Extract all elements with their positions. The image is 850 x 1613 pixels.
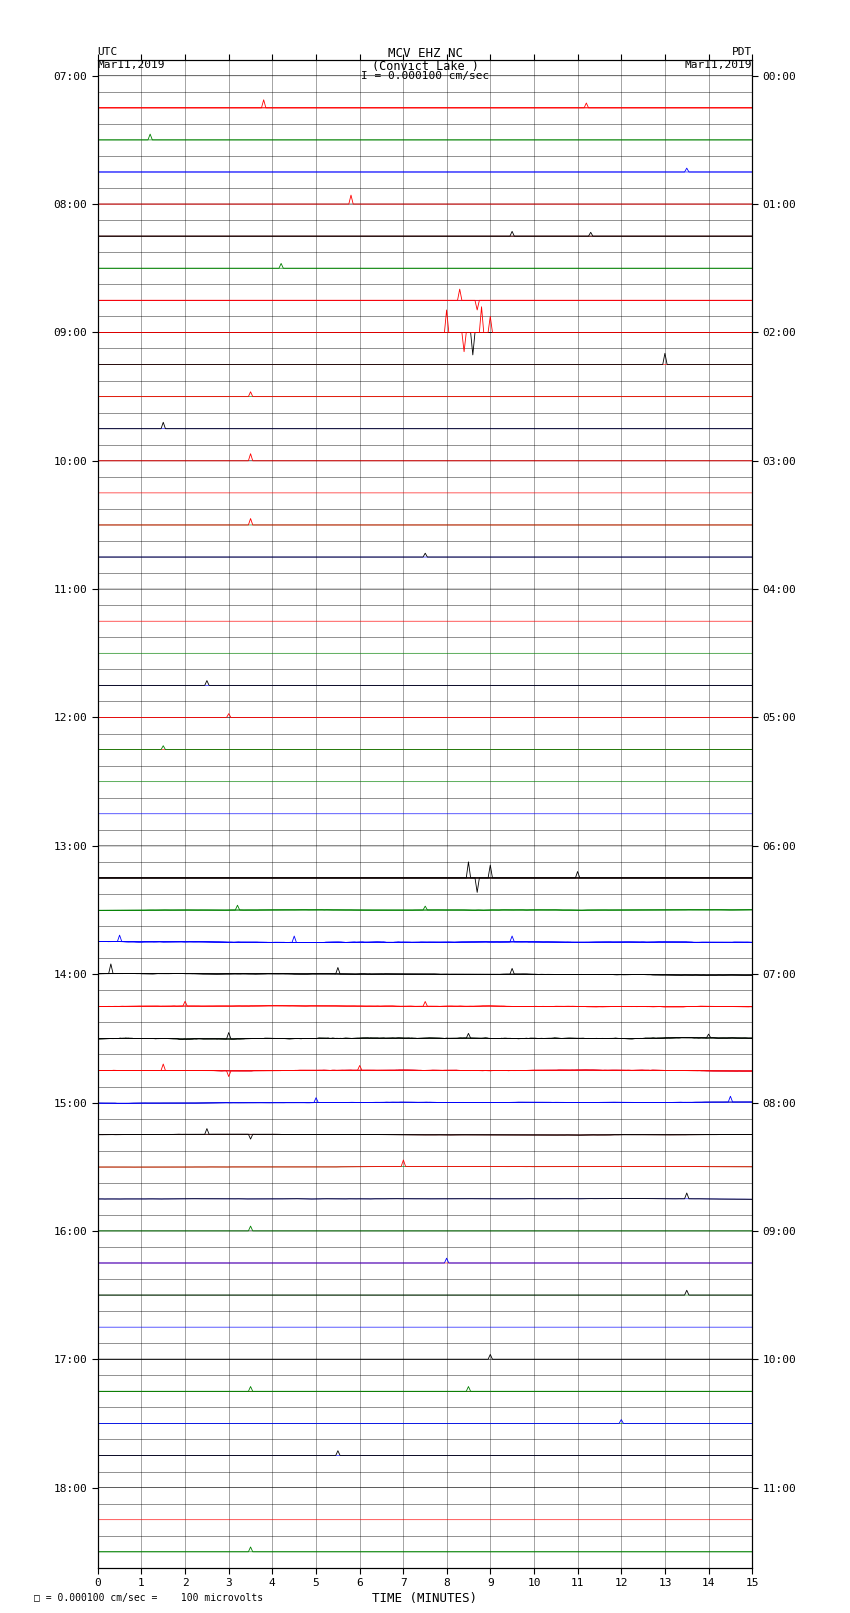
Text: Mar11,2019: Mar11,2019 — [685, 60, 752, 69]
Text: MCV EHZ NC: MCV EHZ NC — [388, 47, 462, 60]
X-axis label: TIME (MINUTES): TIME (MINUTES) — [372, 1592, 478, 1605]
Text: (Convict Lake ): (Convict Lake ) — [371, 60, 479, 73]
Text: □ = 0.000100 cm/sec =    100 microvolts: □ = 0.000100 cm/sec = 100 microvolts — [34, 1594, 264, 1603]
Text: PDT: PDT — [732, 47, 752, 56]
Text: Mar11,2019: Mar11,2019 — [98, 60, 165, 69]
Text: I = 0.000100 cm/sec: I = 0.000100 cm/sec — [361, 71, 489, 81]
Text: UTC: UTC — [98, 47, 118, 56]
